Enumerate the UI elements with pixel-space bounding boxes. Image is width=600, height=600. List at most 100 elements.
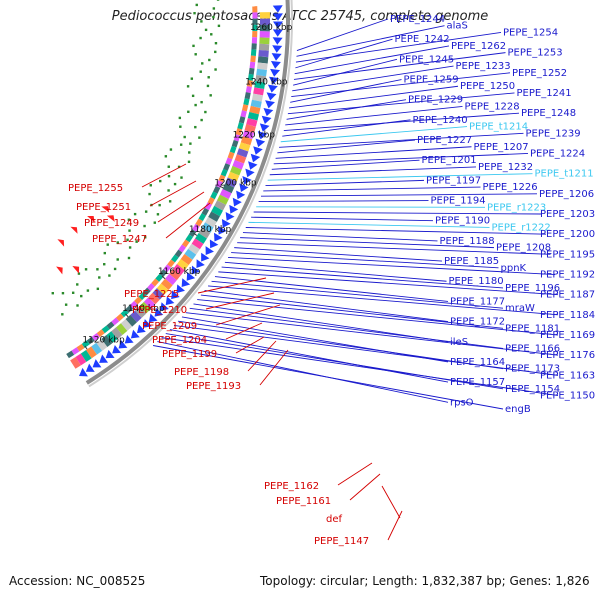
gene-label[interactable]: ppnK (501, 263, 527, 274)
cds-arrow (142, 319, 152, 328)
gene-label[interactable]: PEPE_1240 (413, 115, 468, 126)
feature-segment (238, 142, 251, 152)
gene-label[interactable]: PEPE_1147 (314, 536, 369, 547)
gene-label[interactable]: PEPE_1225 (124, 289, 179, 300)
cds-arrow (272, 13, 283, 21)
gene-label[interactable]: PEPE_1251 (76, 202, 131, 213)
cds-arrow (236, 190, 246, 200)
gene-label[interactable]: PEPE_1194 (431, 196, 486, 207)
gene-label[interactable]: def (326, 514, 343, 525)
gene-label[interactable]: PEPE_1187 (540, 290, 595, 301)
gene-label[interactable]: PEPE_1154 (505, 384, 560, 395)
leader-line (253, 211, 542, 215)
gene-label[interactable]: PEPE_1181 (505, 323, 560, 334)
gene-label[interactable]: PEPE_1193 (186, 381, 241, 392)
gene-label[interactable]: PEPE_1239 (526, 128, 581, 139)
gene-label[interactable]: PEPE_t1214 (469, 122, 528, 133)
gene-label[interactable]: PEPE_1259 (404, 75, 459, 86)
leader-line (258, 200, 429, 202)
gene-label[interactable]: PEPE_t1211 (535, 169, 594, 180)
gene-label[interactable]: PEPE_1227 (417, 135, 472, 146)
gene-label[interactable]: PEPE_1161 (276, 496, 331, 507)
cds-arrow (105, 349, 115, 359)
gene-label[interactable]: PEPE_1172 (450, 317, 505, 328)
gene-label[interactable]: PEPE_1229 (408, 95, 463, 106)
gene-label[interactable]: PEPE_r1223 (487, 202, 546, 213)
gene-label[interactable]: PEPE_1150 (540, 391, 595, 402)
gc-dot (61, 313, 64, 316)
gene-label[interactable]: alaS (447, 21, 468, 32)
cds-arrow (253, 146, 263, 155)
gene-label[interactable]: PEPE_1195 (540, 249, 595, 260)
gene-label[interactable]: PEPE_1184 (540, 310, 595, 321)
gene-label[interactable]: PEPE_1199 (162, 349, 217, 360)
feature-segment (195, 218, 203, 227)
gene-label[interactable]: PEPE_1180 (449, 276, 504, 287)
gc-dot (188, 151, 191, 154)
gene-label[interactable]: PEPE_1224 (530, 148, 585, 159)
gene-label[interactable]: PEPE_1176 (540, 350, 595, 361)
gene-label[interactable]: PEPE_1190 (435, 216, 490, 227)
gene-label[interactable]: PEPE_1157 (450, 377, 505, 388)
gene-label[interactable]: PEPE_1248 (521, 108, 576, 119)
gene-label[interactable]: PEPE_1209 (142, 321, 197, 332)
gene-label[interactable]: PEPE_1162 (264, 481, 319, 492)
feature-segment (211, 205, 223, 217)
gene-label[interactable]: PEPE_1252 (512, 68, 567, 79)
gene-label[interactable]: PEPE_1188 (440, 236, 495, 247)
gene-label[interactable]: PEPE_1177 (450, 296, 505, 307)
gene-label[interactable]: PEPE_1226 (483, 182, 538, 193)
gene-label[interactable]: PEPE_1247 (92, 234, 147, 245)
gc-dot (96, 268, 99, 271)
gene-label[interactable]: PEPE_1245 (399, 54, 454, 65)
cds-arrow (191, 265, 201, 275)
gene-label[interactable]: PEPE_1210 (132, 305, 187, 316)
gene-label[interactable]: engB (505, 404, 531, 415)
gene-label[interactable]: PEPE_1244 (390, 14, 445, 25)
gene-label[interactable]: PEPE_1169 (540, 330, 595, 341)
cds-arrow (272, 45, 283, 53)
gene-label[interactable]: PEPE_1200 (540, 229, 595, 240)
gene-label[interactable]: PEPE_1241 (517, 88, 572, 99)
gc-dot (143, 224, 146, 228)
gene-label[interactable]: PEPE_1255 (68, 183, 123, 194)
gene-label[interactable]: PEPE_1197 (426, 175, 481, 186)
gene-label[interactable]: PEPE_r1222 (492, 222, 551, 233)
gene-label[interactable]: PEPE_1249 (84, 218, 139, 229)
leader-line (279, 132, 524, 148)
leader-line (275, 146, 472, 159)
gene-label[interactable]: ileS (450, 337, 468, 348)
gene-label[interactable]: PEPE_1206 (539, 189, 594, 200)
gene-label[interactable]: PEPE_1173 (505, 364, 560, 375)
gene-label[interactable]: PEPE_1196 (505, 283, 560, 294)
gene-label[interactable]: PEPE_1192 (540, 270, 595, 281)
gene-label[interactable]: PEPE_1207 (474, 142, 529, 153)
gene-label[interactable]: PEPE_1185 (444, 256, 499, 267)
gene-label[interactable]: PEPE_1232 (478, 162, 533, 173)
gene-label[interactable]: PEPE_1198 (174, 367, 229, 378)
tick-label: 1160 kbp (158, 267, 201, 277)
gene-label[interactable]: PEPE_1164 (450, 357, 505, 368)
gene-label[interactable]: PEPE_1166 (505, 343, 560, 354)
gene-label[interactable]: PEPE_1254 (503, 27, 558, 38)
gene-label[interactable]: PEPE_1253 (508, 48, 563, 59)
gene-label[interactable]: PEPE_1250 (460, 81, 515, 92)
gene-label[interactable]: rpsO (450, 397, 474, 408)
feature-segment (234, 154, 247, 164)
gene-label[interactable]: PEPE_1233 (456, 61, 511, 72)
feature-segment (240, 110, 247, 118)
gene-label[interactable]: PEPE_1208 (496, 243, 551, 254)
gene-label[interactable]: PEPE_1203 (540, 209, 595, 220)
leader-line (293, 58, 398, 86)
gene-label[interactable]: mraW (505, 303, 535, 314)
gene-label[interactable]: PEPE_1204 (152, 335, 207, 346)
gene-label[interactable]: PEPE_1228 (465, 101, 520, 112)
cds-arrow (176, 284, 185, 294)
gene-label[interactable]: PEPE_1262 (451, 41, 506, 52)
gene-label[interactable]: PEPE_1201 (422, 155, 477, 166)
cds-arrow (269, 76, 279, 85)
gene-label[interactable]: PEPE_1163 (540, 370, 595, 381)
gc-dot (135, 240, 138, 243)
gene-label[interactable]: PEPE_1242 (395, 34, 450, 45)
reverse-cds-arrow (70, 226, 78, 234)
